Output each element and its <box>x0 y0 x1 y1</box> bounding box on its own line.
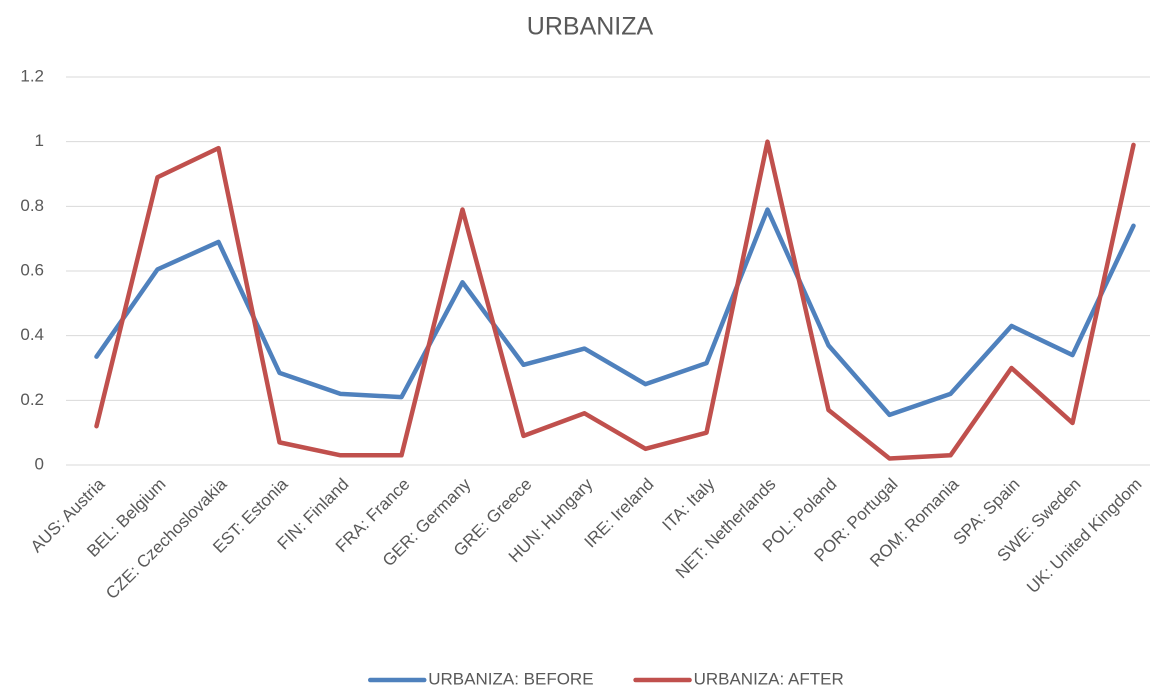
line <box>94 207 1136 418</box>
legend-label: URBANIZA: BEFORE <box>428 669 593 688</box>
x-tick-label: UK: United Kingdom <box>1023 475 1145 597</box>
chart-title: URBANIZA <box>527 13 654 41</box>
y-tick-label: 1 <box>35 131 44 150</box>
y-tick-label: 0 <box>35 454 44 473</box>
y-tick-label: 0.8 <box>20 196 44 215</box>
y-tick-label: 0.2 <box>20 390 44 409</box>
y-tick-label: 0.4 <box>20 325 44 344</box>
y-tick-label: 1.2 <box>20 66 44 85</box>
line <box>94 139 1136 461</box>
legend-label: URBANIZA: AFTER <box>694 669 844 688</box>
x-tick-label: ITA: Italy <box>659 474 719 534</box>
x-tick-label: CZE: Czechoslovakia <box>102 474 231 603</box>
y-tick-label: 0.6 <box>20 260 44 279</box>
